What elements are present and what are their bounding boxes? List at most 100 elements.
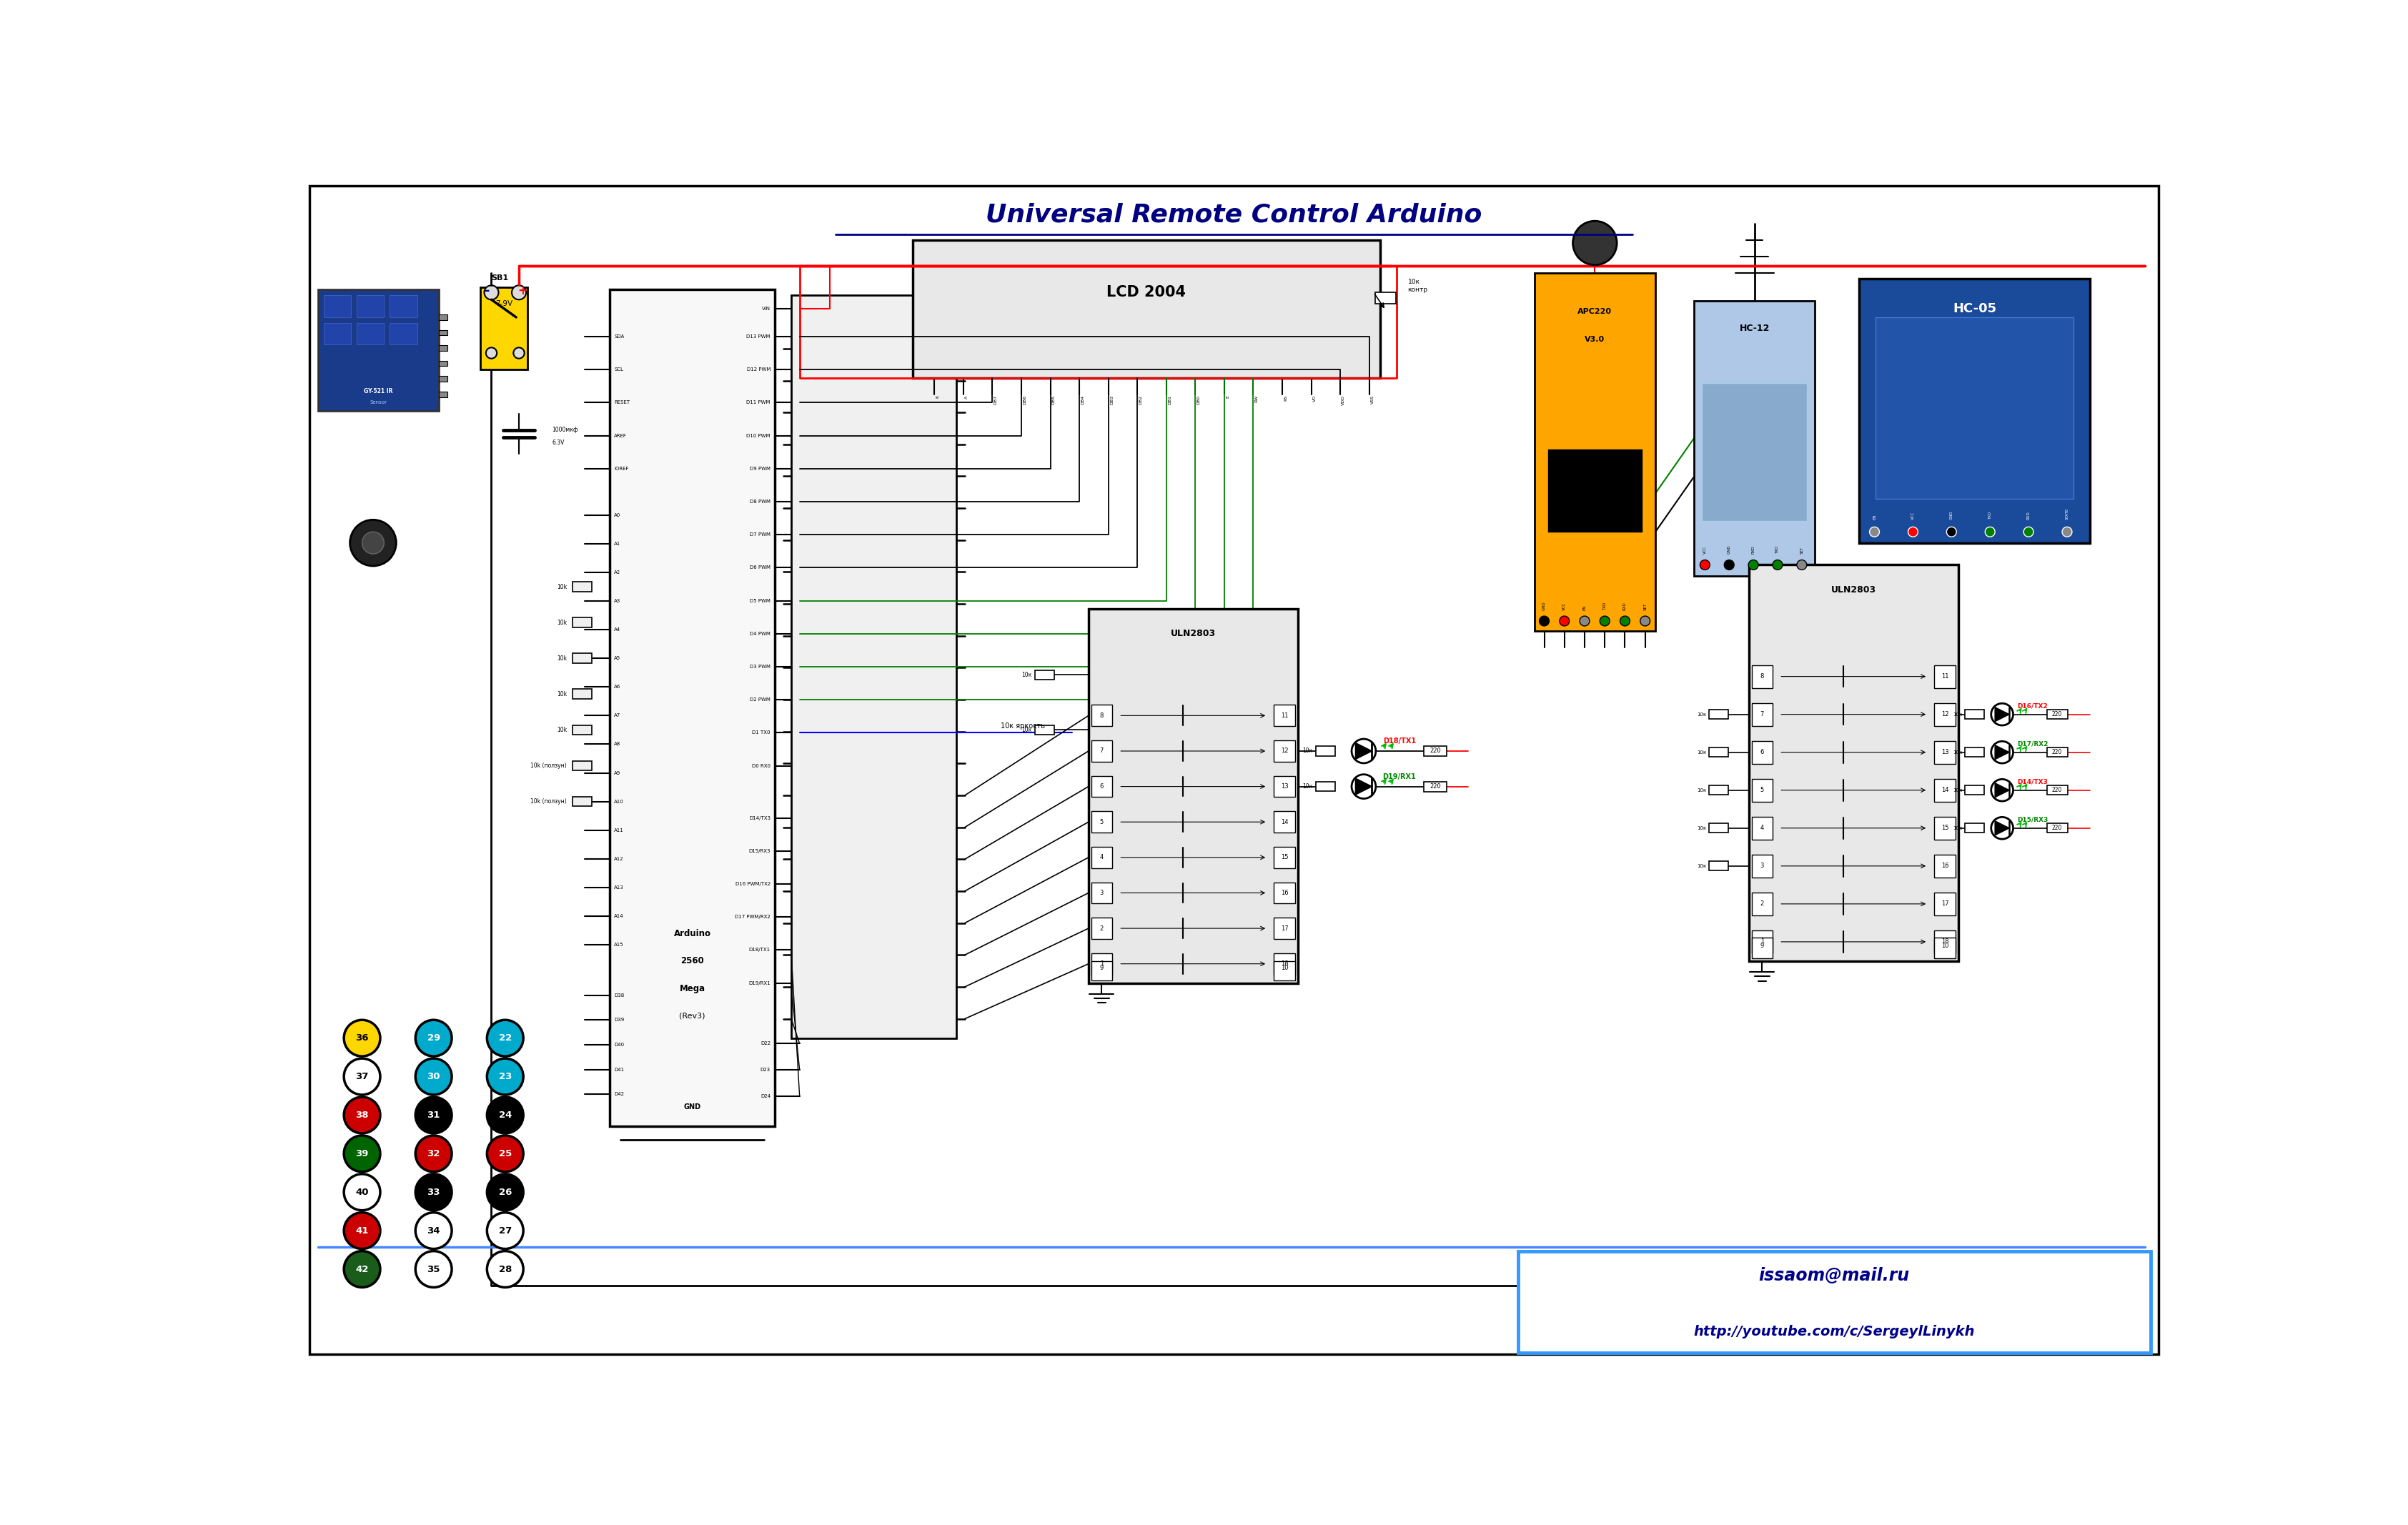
Bar [1091,961,1112,981]
Circle shape [1772,560,1782,570]
Text: D14/TX3: D14/TX3 [749,816,771,820]
Text: 220: 220 [2052,787,2061,793]
Bar [1965,824,1984,833]
Text: D11 PWM: D11 PWM [746,401,771,404]
Bar [438,329,448,336]
Bar [1274,953,1296,974]
Bar [1934,892,1955,915]
Text: 2560: 2560 [681,956,703,965]
Text: 11: 11 [1281,712,1288,718]
Text: 10к: 10к [1303,747,1312,755]
Text: 14: 14 [1281,819,1288,825]
Text: 34: 34 [426,1226,441,1235]
Circle shape [1351,775,1375,799]
Text: VDD: VDD [1341,395,1346,406]
Text: IOREF: IOREF [614,467,628,471]
Circle shape [486,348,496,358]
Text: 10k: 10k [556,584,566,590]
Bar [323,323,352,345]
Circle shape [513,285,525,299]
Bar [1274,811,1296,833]
Text: 7: 7 [1760,711,1765,718]
Polygon shape [1994,746,2008,759]
Text: 10к: 10к [1953,712,1963,717]
Text: 1: 1 [1100,961,1103,967]
Text: 35: 35 [426,1264,441,1273]
Bar [1751,892,1772,915]
Text: DB1: DB1 [1168,395,1173,404]
Bar [1548,450,1642,532]
Text: RXD: RXD [1623,601,1628,610]
Text: D18/TX1: D18/TX1 [749,949,771,952]
Bar [1035,671,1055,680]
Circle shape [1984,528,1994,537]
Circle shape [344,1020,380,1057]
Text: TXD: TXD [1604,602,1606,610]
Text: 29: 29 [426,1034,441,1043]
Bar [1934,741,1955,764]
Circle shape [1991,741,2013,764]
Bar [1710,824,1729,833]
Bar [1965,747,1984,756]
Bar [1710,709,1729,720]
Text: 220: 220 [2052,711,2061,718]
Circle shape [1748,560,1758,570]
Bar [356,296,383,317]
Bar [390,296,417,317]
Bar [1876,317,2073,499]
Text: http://youtube.com/c/SergeylLinykh: http://youtube.com/c/SergeylLinykh [1693,1325,1975,1339]
Text: 10: 10 [1941,942,1948,949]
Text: 36: 36 [356,1034,368,1043]
Bar [1274,883,1296,903]
Text: 10к
контр: 10к контр [1409,279,1428,293]
Text: ULN2803: ULN2803 [1170,628,1216,639]
Text: 10k: 10k [556,619,566,625]
Text: 2: 2 [1760,901,1765,907]
Text: 30: 30 [426,1072,441,1081]
Text: GND: GND [684,1103,701,1110]
Bar [390,323,417,345]
Text: 11: 11 [1941,673,1948,680]
Text: 37: 37 [356,1072,368,1081]
Text: A13: A13 [614,885,624,889]
Text: 6: 6 [1760,749,1765,755]
Bar [1274,705,1296,726]
Text: D0 RX0: D0 RX0 [751,764,771,769]
Text: A: A [966,395,968,398]
Circle shape [484,285,498,299]
Circle shape [1580,616,1589,625]
Text: APC220: APC220 [1577,308,1611,316]
Circle shape [1724,560,1734,570]
Bar [573,583,592,592]
Text: 15: 15 [1941,825,1948,831]
Text: 10к: 10к [1953,788,1963,793]
Bar [1091,883,1112,903]
Text: DB4: DB4 [1081,395,1084,404]
Text: EN: EN [1873,514,1876,520]
Text: DB0: DB0 [1197,395,1202,404]
Bar [438,392,448,397]
Circle shape [486,1250,523,1287]
Text: SET: SET [1642,602,1647,610]
Bar [1710,747,1729,756]
Bar [1751,665,1772,688]
Text: D7 PWM: D7 PWM [749,532,771,537]
Text: RESET: RESET [614,401,631,404]
Bar [1091,741,1112,761]
Text: SDA: SDA [614,334,624,339]
Text: GND: GND [1727,544,1731,554]
Text: 10k: 10k [556,691,566,697]
Text: DB6: DB6 [1023,395,1026,404]
Bar [573,796,592,807]
Text: D40: D40 [614,1043,624,1046]
Circle shape [1869,528,1878,537]
Polygon shape [1356,778,1373,795]
Bar [1934,665,1955,688]
Circle shape [344,1174,380,1211]
Text: 5: 5 [1100,819,1103,825]
Text: AREF: AREF [614,433,626,438]
Text: DB2: DB2 [1139,395,1141,404]
Circle shape [417,1174,453,1211]
Text: 41: 41 [356,1226,368,1235]
Bar [1751,854,1772,877]
